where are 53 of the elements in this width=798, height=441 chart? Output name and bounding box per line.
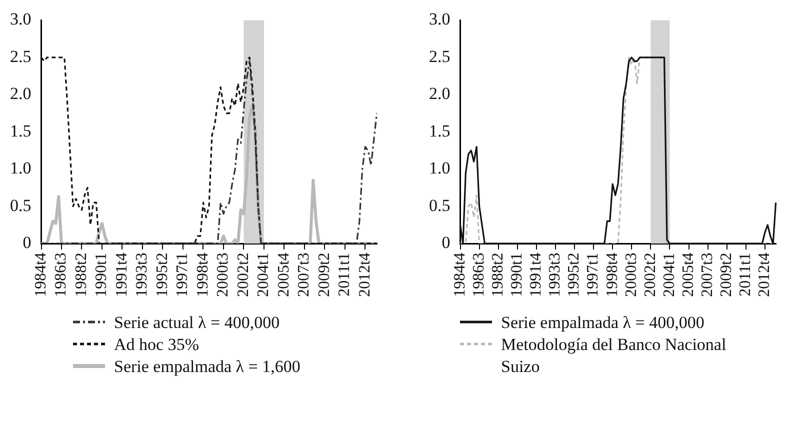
x-tick-label: 2011t1	[737, 252, 754, 296]
x-tick-label: 1984t4	[32, 252, 50, 298]
x-tick-label: 1995t2	[154, 252, 171, 298]
y-tick-label: 0	[442, 233, 450, 252]
legend-label: Serie actual λ = 400,000	[114, 312, 280, 334]
x-tick-label: 2004t1	[255, 252, 272, 298]
x-tick-label: 2000t3	[622, 252, 640, 298]
x-tick-label: 1984t4	[451, 252, 468, 298]
x-tick-label: 1991t4	[528, 252, 545, 298]
y-tick-label: 1.0	[429, 158, 450, 178]
y-tick-label: 0	[22, 233, 32, 252]
x-tick-label: 1993t3	[134, 252, 151, 298]
legend-label: Metodología del Banco Nacional Suizo	[501, 334, 728, 378]
x-tick-label: 1986t3	[470, 252, 488, 298]
x-tick-label: 1995t2	[566, 252, 583, 298]
x-tick-label: 2011t1	[336, 252, 354, 296]
x-tick-label: 1998t4	[604, 252, 621, 298]
y-tick-label: 0.5	[429, 196, 450, 215]
x-tick-label: 2007t3	[296, 252, 313, 298]
x-tick-label: 1997t1	[174, 252, 192, 298]
y-tick-label: 2.5	[10, 46, 32, 66]
x-tick-label: 2005t4	[680, 252, 697, 298]
y-tick-label: 1.0	[10, 158, 32, 178]
x-tick-label: 2009t2	[316, 252, 333, 298]
legend-label: Ad hoc 35%	[114, 334, 199, 356]
x-tick-label: 1986t3	[52, 252, 70, 298]
y-tick-label: 0.5	[10, 196, 32, 215]
x-tick-label: 2009t2	[718, 252, 736, 298]
x-tick-label: 1988t2	[490, 252, 507, 298]
x-tick-label: 1998t4	[194, 252, 212, 298]
y-tick-label: 3.0	[429, 10, 450, 29]
y-tick-label: 3.0	[10, 10, 32, 29]
x-tick-label: 1990t1	[93, 252, 110, 298]
x-tick-label: 2002t2	[642, 252, 659, 298]
x-tick-label: 1990t1	[508, 252, 526, 298]
x-tick-label: 1993t3	[546, 252, 564, 298]
y-tick-label: 2.0	[10, 84, 32, 104]
x-tick-label: 1991t4	[113, 252, 130, 298]
legend-label: Serie empalmada λ = 400,000	[501, 312, 704, 334]
y-tick-label: 2.0	[429, 84, 450, 104]
x-tick-label: 2012t4	[756, 252, 774, 298]
x-tick-label: 2000t3	[214, 252, 232, 298]
x-tick-label: 2005t4	[275, 252, 292, 298]
y-tick-label: 1.5	[429, 121, 450, 140]
y-tick-label: 2.5	[429, 46, 450, 66]
x-tick-label: 1997t1	[584, 252, 602, 298]
y-tick-label: 1.5	[10, 121, 32, 140]
x-tick-label: 2012t4	[356, 252, 374, 298]
x-tick-label: 2004t1	[660, 252, 678, 298]
x-tick-label: 2007t3	[698, 252, 716, 298]
x-tick-label: 1988t2	[72, 252, 90, 298]
x-tick-label: 2002t2	[234, 252, 252, 298]
legend-label: Serie empalmada λ = 1,600	[114, 356, 300, 378]
